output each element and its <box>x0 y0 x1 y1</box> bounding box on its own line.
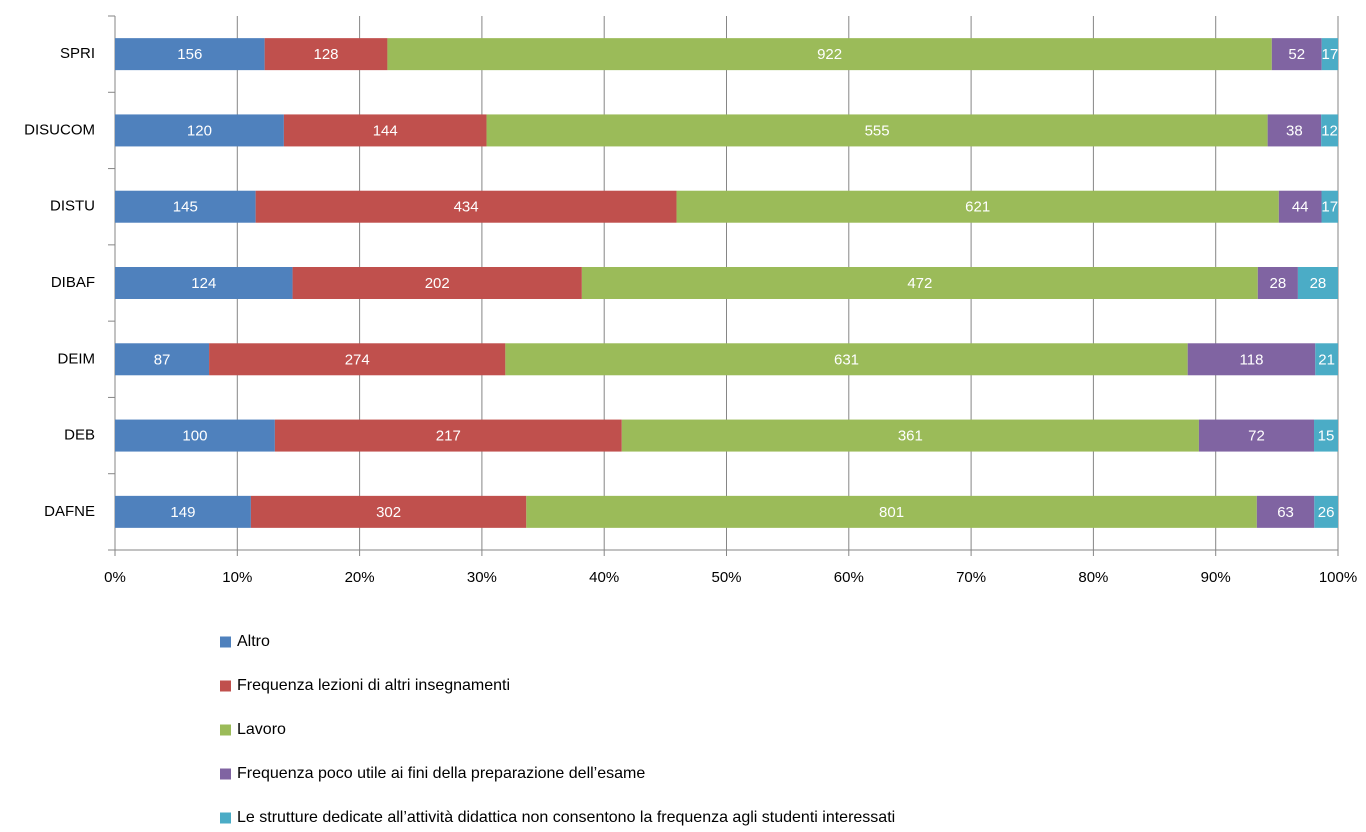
legend-swatch <box>220 768 231 780</box>
data-label: 21 <box>1318 351 1335 368</box>
data-label: 17 <box>1321 199 1338 216</box>
x-tick-label: 0% <box>104 569 126 586</box>
bar-segment <box>255 190 677 223</box>
data-label: 118 <box>1240 351 1264 368</box>
bar-segment <box>1315 343 1338 376</box>
legend-label: Altro <box>237 633 270 650</box>
y-tick-label: DAFNE <box>44 503 95 520</box>
bar-segment <box>115 267 293 299</box>
data-label: 72 <box>1248 428 1265 445</box>
data-label: 12 <box>1321 122 1338 139</box>
bar-segment <box>264 38 388 71</box>
bar-segment <box>486 114 1268 147</box>
data-label: 145 <box>173 199 198 216</box>
data-label: 128 <box>314 46 339 63</box>
data-label: 274 <box>345 351 370 368</box>
data-label: 15 <box>1318 428 1335 445</box>
bar-segment <box>115 38 265 71</box>
bar-segment <box>283 114 487 147</box>
x-tick-label: 10% <box>222 569 252 586</box>
bar-segment <box>1297 267 1338 299</box>
bar-segment <box>115 343 210 376</box>
x-tick-label: 60% <box>834 569 864 586</box>
data-label: 631 <box>834 351 859 368</box>
data-label: 44 <box>1292 199 1309 216</box>
legend-swatch <box>220 724 231 736</box>
bar-segment <box>1321 38 1338 71</box>
bar-segment <box>1257 267 1298 299</box>
bar-segment <box>1314 419 1338 452</box>
bar-segment <box>1314 495 1338 528</box>
legend-label: Le strutture dedicate all’attività didat… <box>237 809 895 826</box>
bar-segment <box>581 267 1258 299</box>
bar-segment <box>250 495 527 528</box>
bar-segment <box>274 419 622 452</box>
x-tick-label: 100% <box>1319 569 1357 586</box>
bar-segment <box>292 267 582 299</box>
bar-segment <box>115 419 275 452</box>
data-label: 149 <box>170 504 195 521</box>
data-label: 100 <box>182 428 207 445</box>
legend-label: Frequenza lezioni di altri insegnamenti <box>237 677 510 694</box>
bar-segment <box>621 419 1199 452</box>
bar-segment <box>209 343 506 376</box>
x-tick-label: 20% <box>345 569 375 586</box>
data-label: 302 <box>376 504 401 521</box>
bar-segment <box>115 114 284 147</box>
data-label: 52 <box>1288 46 1305 63</box>
bar-segment <box>115 495 251 528</box>
data-label: 87 <box>154 351 171 368</box>
data-label: 555 <box>865 122 890 139</box>
x-tick-label: 90% <box>1201 569 1231 586</box>
x-tick-label: 40% <box>589 569 619 586</box>
legend-swatch <box>220 636 231 648</box>
data-label: 472 <box>907 275 932 292</box>
data-label: 144 <box>373 122 398 139</box>
data-label: 17 <box>1322 46 1339 63</box>
y-tick-label: DIBAF <box>51 274 95 291</box>
data-label: 801 <box>879 504 904 521</box>
bar-segment <box>1187 343 1316 376</box>
data-label: 922 <box>817 46 842 63</box>
bar-segment <box>1278 190 1322 223</box>
legend-label: Frequenza poco utile ai fini della prepa… <box>237 765 645 782</box>
bar-segment <box>1256 495 1315 528</box>
data-label: 217 <box>436 428 461 445</box>
legend-swatch <box>220 680 231 692</box>
bar-segment <box>1198 419 1315 452</box>
data-label: 156 <box>177 46 202 63</box>
data-label: 120 <box>187 122 212 139</box>
x-tick-label: 50% <box>711 569 741 586</box>
data-label: 621 <box>965 199 990 216</box>
bar-segment <box>1321 190 1338 223</box>
data-label: 28 <box>1270 275 1287 292</box>
data-label: 434 <box>454 199 479 216</box>
y-tick-label: DEB <box>64 427 95 444</box>
data-label: 28 <box>1310 275 1327 292</box>
bar-segment <box>1321 114 1338 147</box>
bar-segment <box>387 38 1272 71</box>
data-label: 38 <box>1286 122 1303 139</box>
data-label: 361 <box>898 428 923 445</box>
data-label: 124 <box>191 275 216 292</box>
y-tick-label: DEIM <box>58 350 96 367</box>
data-label: 26 <box>1318 504 1335 521</box>
y-tick-label: DISUCOM <box>24 121 95 138</box>
bar-segment <box>1271 38 1322 71</box>
bar-segment <box>115 190 256 223</box>
bar-segment <box>505 343 1188 376</box>
legend-label: Lavoro <box>237 721 286 738</box>
bar-segment <box>1267 114 1322 147</box>
y-tick-label: DISTU <box>50 198 95 215</box>
x-tick-label: 30% <box>467 569 497 586</box>
x-tick-label: 70% <box>956 569 986 586</box>
data-label: 202 <box>425 275 450 292</box>
bar-segment <box>676 190 1279 223</box>
y-tick-label: SPRI <box>60 45 95 62</box>
bar-segment <box>526 495 1257 528</box>
data-label: 63 <box>1277 504 1294 521</box>
x-tick-label: 80% <box>1078 569 1108 586</box>
legend-swatch <box>220 812 231 824</box>
